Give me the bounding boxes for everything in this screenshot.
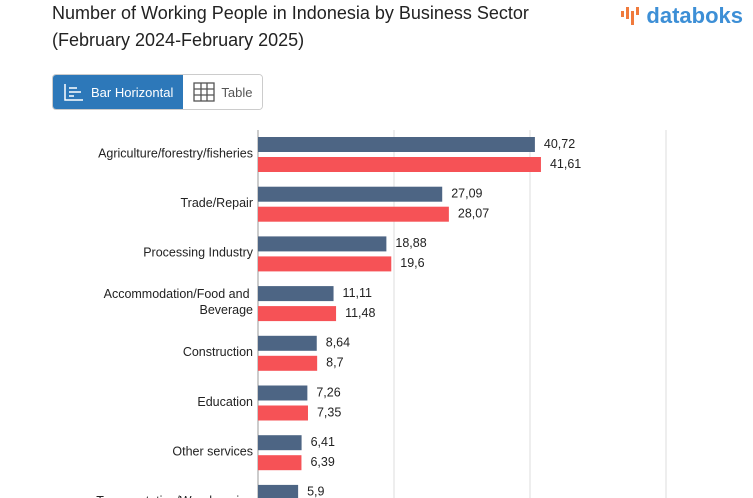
- value-label: 19,6: [400, 256, 424, 270]
- bar: [258, 435, 302, 451]
- category-label: Processing Industry: [143, 246, 254, 260]
- value-label: 6,39: [310, 455, 334, 469]
- bar: [258, 455, 302, 471]
- bar-button-label: Bar Horizontal: [91, 84, 174, 100]
- category-label: Trade/Repair: [181, 196, 254, 210]
- bar: [258, 286, 334, 302]
- value-label: 11,11: [343, 286, 372, 300]
- category-label: Accommodation/Food and Beverage: [104, 287, 253, 317]
- value-label: 28,07: [458, 206, 489, 220]
- value-label: 11,48: [345, 306, 375, 320]
- logo-text: databoks: [646, 3, 743, 28]
- category-label: Construction: [183, 345, 253, 359]
- chart-subtitle: (February 2024-February 2025): [52, 30, 305, 50]
- bar-icon: [64, 84, 83, 101]
- value-label: 18,88: [395, 236, 426, 250]
- logo: databoks: [620, 3, 743, 29]
- category-label: Agriculture/forestry/fisheries: [98, 146, 253, 160]
- value-label: 7,26: [316, 385, 340, 399]
- bar-button[interactable]: Bar Horizontal: [53, 75, 184, 109]
- bar: [258, 385, 308, 401]
- bar: [258, 405, 308, 421]
- bar: [258, 335, 317, 351]
- bar: [258, 206, 449, 222]
- value-label: 41,61: [550, 157, 581, 171]
- value-label: 40,72: [544, 137, 575, 151]
- value-label: 7,35: [317, 405, 341, 419]
- value-label: 8,7: [326, 356, 343, 370]
- chart-title: Number of Working People in Indonesia by…: [52, 3, 529, 23]
- value-label: 8,64: [326, 336, 350, 350]
- table-icon: [193, 82, 216, 102]
- bar: [258, 306, 337, 322]
- category-label: Transportation/Warehousing: [96, 494, 253, 498]
- value-label: 6,41: [311, 435, 335, 449]
- bar: [258, 186, 443, 202]
- value-label: 27,09: [451, 186, 482, 200]
- bar: [258, 484, 299, 498]
- view-toggle: Bar Horizontal Table: [52, 74, 264, 110]
- logo-icon: [621, 7, 640, 25]
- bar: [258, 137, 535, 152]
- bar: [258, 256, 392, 272]
- bar: [258, 236, 387, 252]
- value-label: 5,9: [307, 485, 324, 498]
- category-label: Education: [197, 395, 253, 409]
- table-button-label: Table: [221, 84, 253, 100]
- category-label: Other services: [172, 444, 253, 458]
- table-button[interactable]: Table: [183, 75, 263, 109]
- bar: [258, 157, 541, 172]
- bar: [258, 355, 318, 371]
